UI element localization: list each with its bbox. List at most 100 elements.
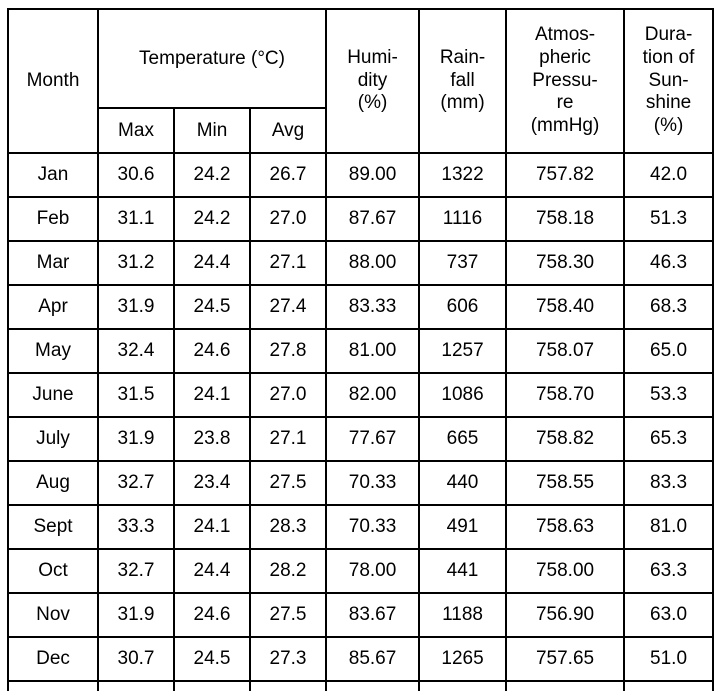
cell-avg: 28.2 xyxy=(248,548,328,594)
cell-sunshine: 46.3 xyxy=(623,240,715,286)
cell-pressure: 758.00 xyxy=(505,548,626,594)
table-row: Oct 32.7 24.4 28.2 78.00 441 758.00 63.3 xyxy=(7,548,715,594)
cell-avg: 27.5 xyxy=(248,592,328,638)
cell-min: 24.4 xyxy=(173,240,251,286)
cropped-cell xyxy=(505,680,626,691)
cell-sunshine: 68.3 xyxy=(623,284,715,330)
cell-humidity: 77.67 xyxy=(325,416,421,462)
cropped-cell xyxy=(418,680,508,691)
cell-humidity: 88.00 xyxy=(325,240,421,286)
header-row-2: Max Min Avg xyxy=(8,107,713,154)
cell-pressure: 758.30 xyxy=(505,240,626,286)
cell-month: Aug xyxy=(7,460,99,506)
table-header: Month Temperature (°C) Humi- dity (%) Ra… xyxy=(7,8,715,154)
cell-month: Oct xyxy=(7,548,99,594)
cell-humidity: 78.00 xyxy=(325,548,421,594)
cell-pressure: 758.40 xyxy=(505,284,626,330)
cell-max: 32.7 xyxy=(97,548,175,594)
cell-sunshine: 53.3 xyxy=(623,372,715,418)
table-row: Jan 30.6 24.2 26.7 89.00 1322 757.82 42.0 xyxy=(7,152,715,198)
col-header-temp-min: Min xyxy=(173,107,251,154)
table-row: Aug 32.7 23.4 27.5 70.33 440 758.55 83.3 xyxy=(7,460,715,506)
table-row: May 32.4 24.6 27.8 81.00 1257 758.07 65.0 xyxy=(7,328,715,374)
table-row: Apr 31.9 24.5 27.4 83.33 606 758.40 68.3 xyxy=(7,284,715,330)
cell-max: 32.7 xyxy=(97,460,175,506)
cell-min: 23.4 xyxy=(173,460,251,506)
cell-month: July xyxy=(7,416,99,462)
table-row: Nov 31.9 24.6 27.5 83.67 1188 756.90 63.0 xyxy=(7,592,715,638)
cell-avg: 27.3 xyxy=(248,636,328,682)
table-row: June 31.5 24.1 27.0 82.00 1086 758.70 53.3 xyxy=(7,372,715,418)
cell-humidity: 70.33 xyxy=(325,504,421,550)
cell-pressure: 757.82 xyxy=(505,152,626,198)
cell-pressure: 758.70 xyxy=(505,372,626,418)
cropped-cell xyxy=(325,680,421,691)
cell-pressure: 758.63 xyxy=(505,504,626,550)
cell-avg: 28.3 xyxy=(248,504,328,550)
cell-pressure: 757.65 xyxy=(505,636,626,682)
cell-rainfall: 441 xyxy=(418,548,508,594)
cell-sunshine: 65.0 xyxy=(623,328,715,374)
table-row: Feb 31.1 24.2 27.0 87.67 1116 758.18 51.3 xyxy=(7,196,715,242)
cell-rainfall: 1265 xyxy=(418,636,508,682)
table-row: July 31.9 23.8 27.1 77.67 665 758.82 65.3 xyxy=(7,416,715,462)
cell-min: 24.5 xyxy=(173,636,251,682)
cell-min: 24.2 xyxy=(173,152,251,198)
col-header-temperature-group: Temperature (°C) xyxy=(96,8,328,109)
cell-min: 24.1 xyxy=(173,504,251,550)
cell-humidity: 82.00 xyxy=(325,372,421,418)
col-header-month: Month xyxy=(7,8,99,154)
cell-humidity: 70.33 xyxy=(325,460,421,506)
cell-pressure: 758.07 xyxy=(505,328,626,374)
cell-max: 30.7 xyxy=(97,636,175,682)
cell-rainfall: 665 xyxy=(418,416,508,462)
cell-min: 24.4 xyxy=(173,548,251,594)
cell-pressure: 758.55 xyxy=(505,460,626,506)
col-header-pressure: Atmos- pheric Pressu- re (mmHg) xyxy=(505,8,626,154)
cell-avg: 27.1 xyxy=(248,416,328,462)
cell-min: 24.5 xyxy=(173,284,251,330)
cell-rainfall: 606 xyxy=(418,284,508,330)
cell-pressure: 756.90 xyxy=(505,592,626,638)
cell-max: 31.2 xyxy=(97,240,175,286)
cell-month: Feb xyxy=(7,196,99,242)
col-header-rainfall: Rain- fall (mm) xyxy=(418,8,508,154)
cell-max: 30.6 xyxy=(97,152,175,198)
cell-humidity: 89.00 xyxy=(325,152,421,198)
table-body: Jan 30.6 24.2 26.7 89.00 1322 757.82 42.0 Feb 31.… xyxy=(7,152,715,691)
cell-month: May xyxy=(7,328,99,374)
cell-month: Apr xyxy=(7,284,99,330)
table-row: Sept 33.3 24.1 28.3 70.33 491 758.63 81.0 xyxy=(7,504,715,550)
cell-max: 31.9 xyxy=(97,284,175,330)
col-header-humidity: Humi- dity (%) xyxy=(325,8,421,154)
cropped-cell xyxy=(97,680,175,691)
cropped-next-row xyxy=(7,680,715,691)
cell-sunshine: 81.0 xyxy=(623,504,715,550)
cell-min: 24.2 xyxy=(173,196,251,242)
cell-sunshine: 42.0 xyxy=(623,152,715,198)
cell-rainfall: 737 xyxy=(418,240,508,286)
table-row: Dec 30.7 24.5 27.3 85.67 1265 757.65 51.0 xyxy=(7,636,715,682)
cell-humidity: 85.67 xyxy=(325,636,421,682)
cell-sunshine: 63.3 xyxy=(623,548,715,594)
cell-pressure: 758.18 xyxy=(505,196,626,242)
cell-sunshine: 63.0 xyxy=(623,592,715,638)
cell-month: Mar xyxy=(7,240,99,286)
cell-min: 24.6 xyxy=(173,328,251,374)
cell-rainfall: 1257 xyxy=(418,328,508,374)
col-header-sunshine: Dura- tion of Sun- shine (%) xyxy=(623,8,715,154)
header-row-1: Month Temperature (°C) Humi- dity (%) Ra… xyxy=(7,8,715,154)
cell-month: Sept xyxy=(7,504,99,550)
cell-rainfall: 1116 xyxy=(418,196,508,242)
cell-avg: 27.0 xyxy=(248,372,328,418)
cell-pressure: 758.82 xyxy=(505,416,626,462)
cell-avg: 27.1 xyxy=(248,240,328,286)
cropped-cell xyxy=(248,680,328,691)
climate-table: Month Temperature (°C) Humi- dity (%) Ra… xyxy=(7,8,715,691)
cell-max: 31.1 xyxy=(97,196,175,242)
cell-rainfall: 440 xyxy=(418,460,508,506)
cell-month: Nov xyxy=(7,592,99,638)
cell-sunshine: 83.3 xyxy=(623,460,715,506)
cell-min: 24.1 xyxy=(173,372,251,418)
cell-humidity: 83.33 xyxy=(325,284,421,330)
